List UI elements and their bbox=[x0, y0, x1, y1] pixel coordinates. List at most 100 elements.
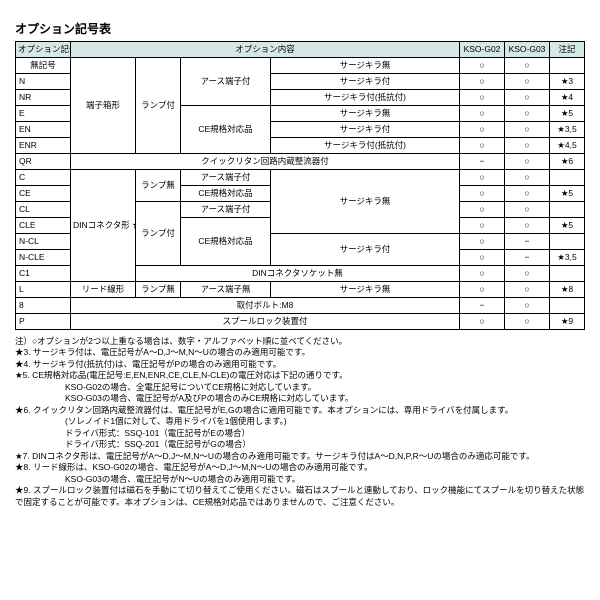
c5: サージキラ付 bbox=[271, 234, 460, 266]
code: P bbox=[16, 314, 71, 330]
g02: ○ bbox=[460, 202, 505, 218]
notes-block: 注）○オプションが2つ以上重なる場合は、数字・アルファベット順に並べてください。… bbox=[15, 336, 585, 508]
c5: サージキラ無 bbox=[271, 58, 460, 74]
g03: ○ bbox=[505, 138, 550, 154]
code: L bbox=[16, 282, 71, 298]
code: 8 bbox=[16, 298, 71, 314]
h-g02: KSO-G02 bbox=[460, 42, 505, 58]
c4: CE規格対応品 bbox=[181, 106, 271, 154]
g03: ○ bbox=[505, 314, 550, 330]
c4: CE規格対応品 bbox=[181, 186, 271, 202]
g03: ○ bbox=[505, 90, 550, 106]
note-line: 注）○オプションが2つ以上重なる場合は、数字・アルファベット順に並べてください。 bbox=[15, 336, 585, 347]
c5: サージキラ無 bbox=[271, 106, 460, 122]
c1r: DINコネクタソケット無 bbox=[136, 266, 460, 282]
g03: ○ bbox=[505, 266, 550, 282]
c3: ランプ無 bbox=[136, 170, 181, 202]
g03: ○ bbox=[505, 202, 550, 218]
g03: ○ bbox=[505, 186, 550, 202]
g02: ○ bbox=[460, 74, 505, 90]
nt bbox=[550, 58, 585, 74]
c3: ランプ付 bbox=[136, 202, 181, 266]
nt: ★9 bbox=[550, 314, 585, 330]
c5: サージキラ付(抵抗付) bbox=[271, 90, 460, 106]
nt: ★5 bbox=[550, 106, 585, 122]
code: CLE bbox=[16, 218, 71, 234]
code: N-CLE bbox=[16, 250, 71, 266]
c4: アース端子付 bbox=[181, 202, 271, 218]
note-line: ★7. DINコネクタ形は、電圧記号がA〜D,J〜M,N〜Uの場合のみ適用可能で… bbox=[15, 451, 585, 462]
c5: サージキラ無 bbox=[271, 282, 460, 298]
note-line: ★8. リード線形は、KSO-G02の場合、電圧記号がA〜D,J〜M,N〜Uの場… bbox=[15, 462, 585, 473]
g02: ○ bbox=[460, 106, 505, 122]
c4: アース端子無 bbox=[181, 282, 271, 298]
c5: サージキラ付 bbox=[271, 122, 460, 138]
c2: リード線形 bbox=[71, 282, 136, 298]
g02: − bbox=[460, 298, 505, 314]
g02: − bbox=[460, 154, 505, 170]
g02: ○ bbox=[460, 282, 505, 298]
note-line: ドライバ形式：SSQ-101（電圧記号がEの場合） bbox=[15, 428, 585, 439]
code: ENR bbox=[16, 138, 71, 154]
note-line: ★3. サージキラ付は、電圧記号がA〜D,J〜M,N〜Uの場合のみ適用可能です。 bbox=[15, 347, 585, 358]
code: QR bbox=[16, 154, 71, 170]
code: N bbox=[16, 74, 71, 90]
g02: ○ bbox=[460, 170, 505, 186]
h-content: オプション内容 bbox=[71, 42, 460, 58]
g02: ○ bbox=[460, 138, 505, 154]
code: EN bbox=[16, 122, 71, 138]
h-g03: KSO-G03 bbox=[505, 42, 550, 58]
nt bbox=[550, 266, 585, 282]
nt bbox=[550, 234, 585, 250]
option-table: オプション記号 オプション内容 KSO-G02 KSO-G03 注記 無記号端子… bbox=[15, 41, 585, 330]
note-line: (ソレノイド1個に対して、専用ドライバを1個使用します。) bbox=[15, 416, 585, 427]
g02: ○ bbox=[460, 234, 505, 250]
note-line: KSO-G03の場合、電圧記号がN〜Uの場合のみ適用可能です。 bbox=[15, 474, 585, 485]
g03: ○ bbox=[505, 106, 550, 122]
nt bbox=[550, 298, 585, 314]
g02: ○ bbox=[460, 314, 505, 330]
note-line: ★9. スプールロック装置付は磁石を手動にて切り替えてご使用ください。磁石はスプ… bbox=[15, 485, 585, 508]
nt: ★4,5 bbox=[550, 138, 585, 154]
g02: ○ bbox=[460, 122, 505, 138]
note-line: KSO-G03の場合、電圧記号がA及びPの場合のみCE規格に対応しています。 bbox=[15, 393, 585, 404]
nt bbox=[550, 202, 585, 218]
nt bbox=[550, 170, 585, 186]
table-title: オプション記号表 bbox=[15, 20, 585, 37]
g02: ○ bbox=[460, 90, 505, 106]
m8: 取付ボルト:M8 bbox=[71, 298, 460, 314]
g02: ○ bbox=[460, 58, 505, 74]
nt: ★3,5 bbox=[550, 250, 585, 266]
nt: ★6 bbox=[550, 154, 585, 170]
g03: ○ bbox=[505, 154, 550, 170]
c2: DINコネクタ形 ★7 bbox=[71, 170, 136, 282]
h-note: 注記 bbox=[550, 42, 585, 58]
g02: ○ bbox=[460, 218, 505, 234]
c5: サージキラ付 bbox=[271, 74, 460, 90]
code: N-CL bbox=[16, 234, 71, 250]
c5: サージキラ無 bbox=[271, 170, 460, 234]
note-line: ★4. サージキラ付(抵抗付)は、電圧記号がPの場合のみ適用可能です。 bbox=[15, 359, 585, 370]
code: NR bbox=[16, 90, 71, 106]
code: CE bbox=[16, 186, 71, 202]
nt: ★4 bbox=[550, 90, 585, 106]
c3: ランプ無 bbox=[136, 282, 181, 298]
nt: ★3,5 bbox=[550, 122, 585, 138]
g03: ○ bbox=[505, 282, 550, 298]
c4: アース端子付 bbox=[181, 170, 271, 186]
code: C bbox=[16, 170, 71, 186]
note-line: ★5. CE規格対応品(電圧記号:E,EN,ENR,CE,CLE,N-CLE)の… bbox=[15, 370, 585, 381]
g03: ○ bbox=[505, 218, 550, 234]
g02: ○ bbox=[460, 186, 505, 202]
g03: ○ bbox=[505, 58, 550, 74]
c4: CE規格対応品 bbox=[181, 218, 271, 266]
code: C1 bbox=[16, 266, 71, 282]
sp: スプールロック装置付 bbox=[71, 314, 460, 330]
nt: ★3 bbox=[550, 74, 585, 90]
code: CL bbox=[16, 202, 71, 218]
note-line: ドライバ形式：SSQ-201（電圧記号がGの場合） bbox=[15, 439, 585, 450]
g03: ○ bbox=[505, 170, 550, 186]
g03: − bbox=[505, 250, 550, 266]
g02: ○ bbox=[460, 266, 505, 282]
c5: サージキラ付(抵抗付) bbox=[271, 138, 460, 154]
